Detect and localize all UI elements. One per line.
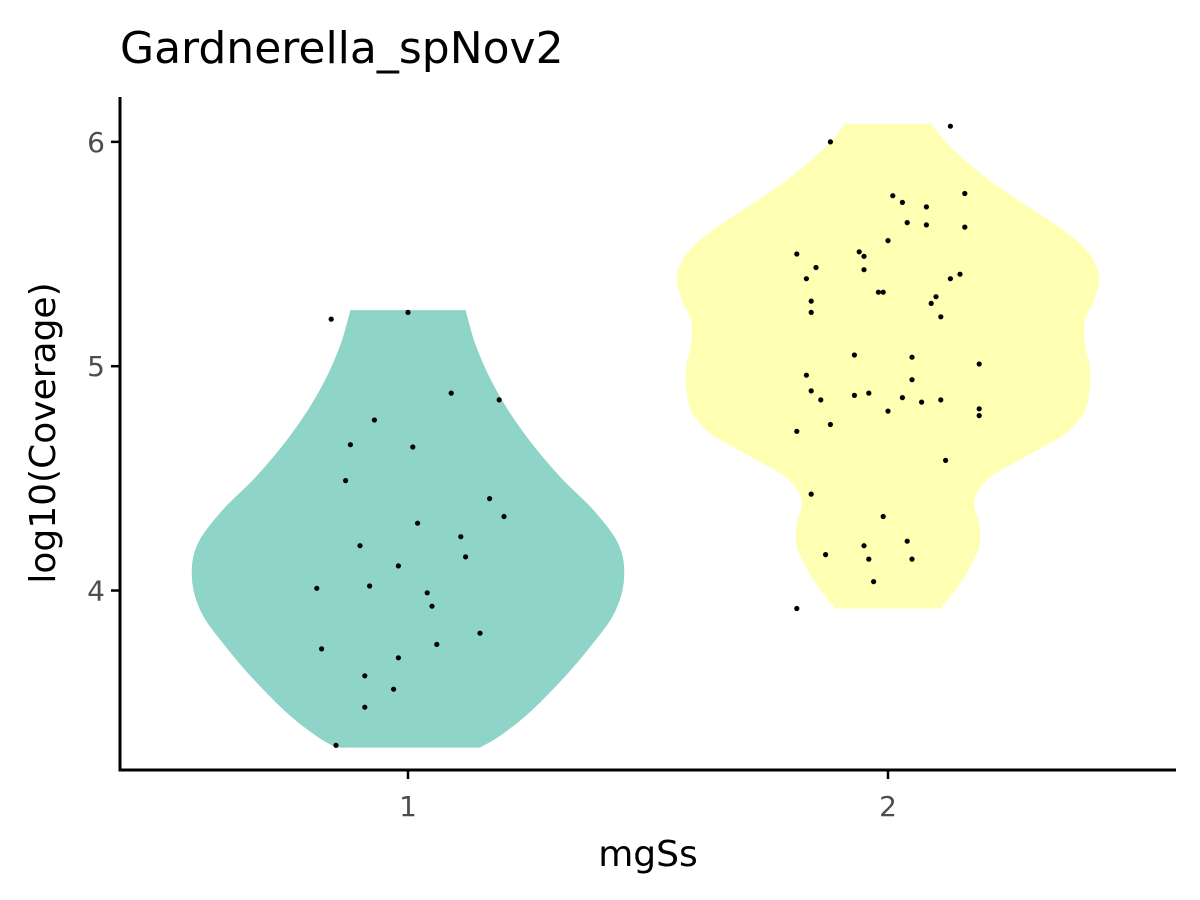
- y-axis-title: log10(Coverage): [23, 282, 64, 583]
- data-point: [415, 520, 421, 526]
- data-point: [314, 585, 320, 591]
- data-point: [395, 655, 401, 661]
- data-point: [803, 276, 810, 282]
- data-point: [827, 139, 834, 145]
- data-point: [962, 224, 968, 230]
- data-point: [909, 377, 915, 383]
- data-point: [909, 354, 915, 360]
- data-point: [890, 193, 896, 199]
- data-point: [808, 388, 814, 394]
- y-axis-ticks: 4 5 6: [87, 126, 120, 608]
- data-point: [362, 704, 368, 710]
- points-layer: [314, 123, 982, 748]
- data-point: [938, 314, 944, 320]
- data-point: [885, 408, 891, 414]
- data-point: [962, 190, 968, 197]
- data-point: [328, 316, 334, 322]
- data-point: [866, 556, 872, 562]
- data-point: [463, 554, 469, 560]
- data-point: [496, 397, 502, 403]
- data-point: [861, 543, 867, 549]
- data-point: [405, 309, 411, 315]
- data-point: [371, 417, 377, 423]
- data-point: [933, 294, 939, 300]
- data-point: [947, 123, 954, 129]
- data-point: [875, 289, 882, 295]
- data-point: [347, 442, 353, 448]
- data-point: [367, 583, 373, 589]
- y-tick-label: 6: [87, 126, 105, 159]
- violin-1: [191, 310, 625, 748]
- data-point: [448, 390, 454, 396]
- data-point: [808, 298, 814, 304]
- data-point: [851, 392, 858, 398]
- data-point: [434, 641, 440, 648]
- data-point: [938, 397, 944, 403]
- data-point: [827, 421, 834, 428]
- data-point: [357, 543, 363, 549]
- data-point: [899, 395, 906, 401]
- x-axis-title: mgSs: [598, 834, 698, 875]
- data-point: [923, 222, 930, 228]
- data-point: [794, 251, 800, 257]
- data-point: [333, 742, 339, 748]
- data-point: [851, 352, 858, 358]
- x-tick-label: 2: [879, 790, 897, 823]
- y-tick-label: 5: [87, 350, 105, 383]
- data-point: [410, 444, 416, 450]
- data-point: [823, 552, 829, 558]
- data-point: [976, 413, 982, 419]
- data-point: [866, 390, 872, 396]
- data-point: [947, 276, 954, 282]
- data-point: [880, 513, 886, 520]
- data-point: [957, 271, 963, 277]
- data-point: [923, 204, 930, 210]
- data-point: [424, 590, 430, 596]
- y-tick-label: 4: [87, 575, 105, 608]
- data-point: [904, 220, 910, 226]
- data-point: [861, 253, 867, 259]
- data-point: [808, 491, 814, 497]
- data-point: [885, 238, 891, 244]
- data-point: [909, 556, 915, 562]
- data-point: [362, 673, 368, 679]
- data-point: [803, 372, 810, 378]
- data-point: [899, 199, 906, 205]
- data-point: [976, 361, 982, 367]
- data-point: [919, 399, 925, 405]
- data-point: [477, 630, 483, 636]
- data-point: [880, 289, 886, 295]
- data-point: [429, 603, 435, 609]
- data-point: [794, 605, 800, 612]
- data-point: [319, 646, 325, 652]
- violin-layer: [191, 123, 1100, 748]
- data-point: [813, 264, 819, 271]
- data-point: [928, 300, 934, 306]
- data-point: [856, 249, 862, 255]
- data-point: [487, 496, 493, 502]
- data-point: [794, 428, 800, 434]
- data-point: [501, 513, 507, 520]
- data-point: [861, 267, 867, 273]
- chart-title: Gardnerella_spNov2: [120, 23, 564, 74]
- data-point: [458, 534, 464, 540]
- data-point: [343, 478, 349, 484]
- data-point: [943, 457, 949, 463]
- data-point: [904, 538, 910, 544]
- data-point: [391, 686, 397, 692]
- data-point: [808, 309, 814, 315]
- data-point: [976, 406, 982, 412]
- data-point: [871, 579, 877, 585]
- violin-2: [676, 123, 1100, 609]
- data-point: [818, 397, 824, 403]
- data-point: [395, 563, 401, 569]
- x-tick-label: 1: [399, 790, 417, 823]
